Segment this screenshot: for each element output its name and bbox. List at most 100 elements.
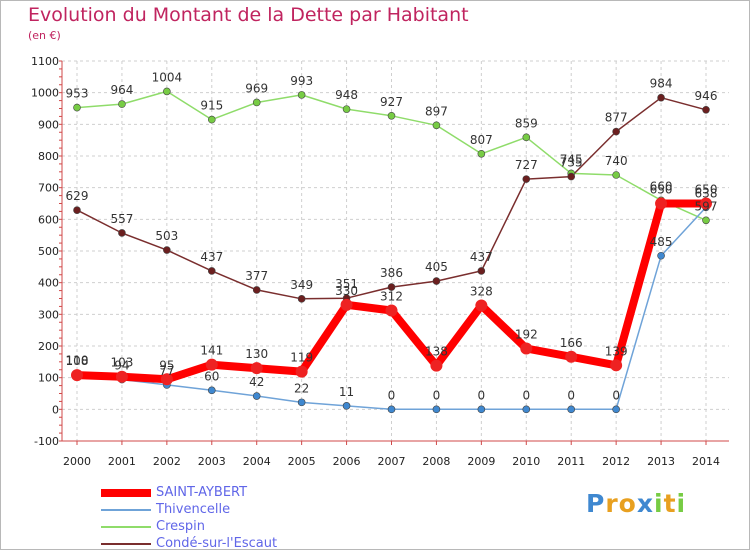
brand-letter: r	[605, 489, 619, 518]
data-point	[432, 277, 441, 285]
brand-letter: o	[618, 489, 637, 518]
data-label: 557	[110, 212, 133, 226]
y-tick-label: 400	[38, 277, 59, 290]
x-tick-label: 2004	[243, 455, 271, 468]
data-point	[207, 386, 216, 395]
data-label: 119	[290, 351, 313, 365]
data-label: 946	[695, 89, 718, 103]
data-label: 60	[204, 369, 219, 383]
data-point	[612, 171, 620, 179]
data-point	[342, 402, 351, 410]
data-label: 108	[66, 354, 89, 368]
data-label: 727	[515, 158, 538, 172]
x-tick-label: 2011	[557, 455, 585, 468]
data-label: 138	[425, 345, 448, 359]
series-points	[71, 87, 712, 414]
data-label: 312	[380, 290, 403, 304]
data-point	[342, 105, 351, 113]
data-label: 503	[155, 229, 178, 243]
data-label: 166	[560, 336, 583, 350]
data-point	[700, 197, 712, 210]
data-label: 948	[335, 88, 358, 102]
data-label: 11	[339, 385, 354, 399]
data-point	[612, 127, 620, 136]
legend-swatch	[101, 509, 151, 511]
legend-swatch	[101, 526, 151, 528]
data-label: 22	[294, 381, 309, 395]
data-point	[430, 359, 443, 372]
data-point	[657, 93, 665, 102]
y-tick-label: 500	[38, 245, 59, 258]
data-label: 877	[605, 111, 628, 125]
y-tick-label: 600	[38, 213, 59, 226]
data-point	[252, 98, 261, 107]
data-point	[207, 267, 216, 275]
data-point	[118, 100, 126, 108]
y-tick-label: 0	[52, 403, 59, 416]
data-point	[73, 206, 81, 214]
x-tick-label: 2005	[288, 455, 316, 468]
data-label: 638	[695, 186, 718, 200]
data-point	[702, 105, 710, 114]
data-point	[385, 304, 398, 317]
data-label: 328	[470, 284, 493, 298]
x-tick-label: 2009	[467, 455, 495, 468]
y-tick-label: 900	[38, 118, 59, 131]
data-point	[520, 342, 533, 355]
data-point	[297, 398, 306, 407]
data-point	[297, 91, 306, 99]
data-point	[387, 111, 396, 120]
data-label: 0	[522, 388, 530, 402]
y-tick-label: 1000	[31, 87, 59, 100]
data-point	[567, 172, 576, 181]
legend-swatch	[101, 543, 151, 545]
data-label: 629	[66, 189, 89, 203]
data-label: 0	[612, 388, 620, 402]
data-label: 984	[650, 77, 673, 91]
x-tick-label: 2001	[108, 455, 136, 468]
data-label: 650	[650, 183, 673, 197]
data-label: 351	[335, 277, 358, 291]
data-point	[73, 103, 81, 112]
brand-letter: i	[676, 489, 687, 518]
data-label: 650	[695, 183, 718, 197]
data-label: 141	[200, 344, 223, 358]
brand-letter: t	[663, 489, 677, 518]
axes: -100010020030040050060070080090010001100…	[31, 55, 729, 468]
data-label: 740	[605, 154, 628, 168]
y-tick-label: 100	[38, 372, 59, 385]
data-point	[387, 405, 396, 414]
y-tick-label: -100	[34, 435, 59, 448]
data-label: 139	[605, 344, 628, 358]
data-point	[205, 358, 218, 371]
data-label: 969	[245, 81, 268, 95]
brand-letter: x	[636, 489, 654, 518]
data-label: 1004	[152, 70, 183, 84]
data-point	[71, 369, 83, 382]
legend-swatch	[101, 489, 151, 497]
data-label: 377	[245, 269, 268, 283]
data-label: 807	[470, 133, 493, 147]
data-point	[432, 121, 441, 130]
x-tick-label: 2007	[378, 455, 406, 468]
data-point	[432, 405, 441, 414]
data-point	[657, 251, 665, 260]
data-point	[163, 87, 171, 96]
data-point	[160, 373, 173, 386]
data-label: 859	[515, 116, 538, 130]
data-point	[522, 405, 531, 414]
x-tick-label: 2014	[692, 455, 720, 468]
data-label: 130	[245, 347, 268, 361]
x-tick-label: 2008	[422, 455, 450, 468]
brand-letter: P	[586, 489, 606, 518]
data-point	[702, 216, 710, 225]
data-point	[475, 299, 488, 312]
data-point	[295, 365, 308, 378]
data-label: 0	[388, 388, 396, 402]
data-label: 660	[650, 179, 673, 193]
data-point	[115, 370, 128, 383]
data-label: 103	[110, 356, 133, 370]
data-label: 349	[290, 278, 313, 292]
legend-label: Condé-sur-l'Escaut	[156, 536, 278, 551]
